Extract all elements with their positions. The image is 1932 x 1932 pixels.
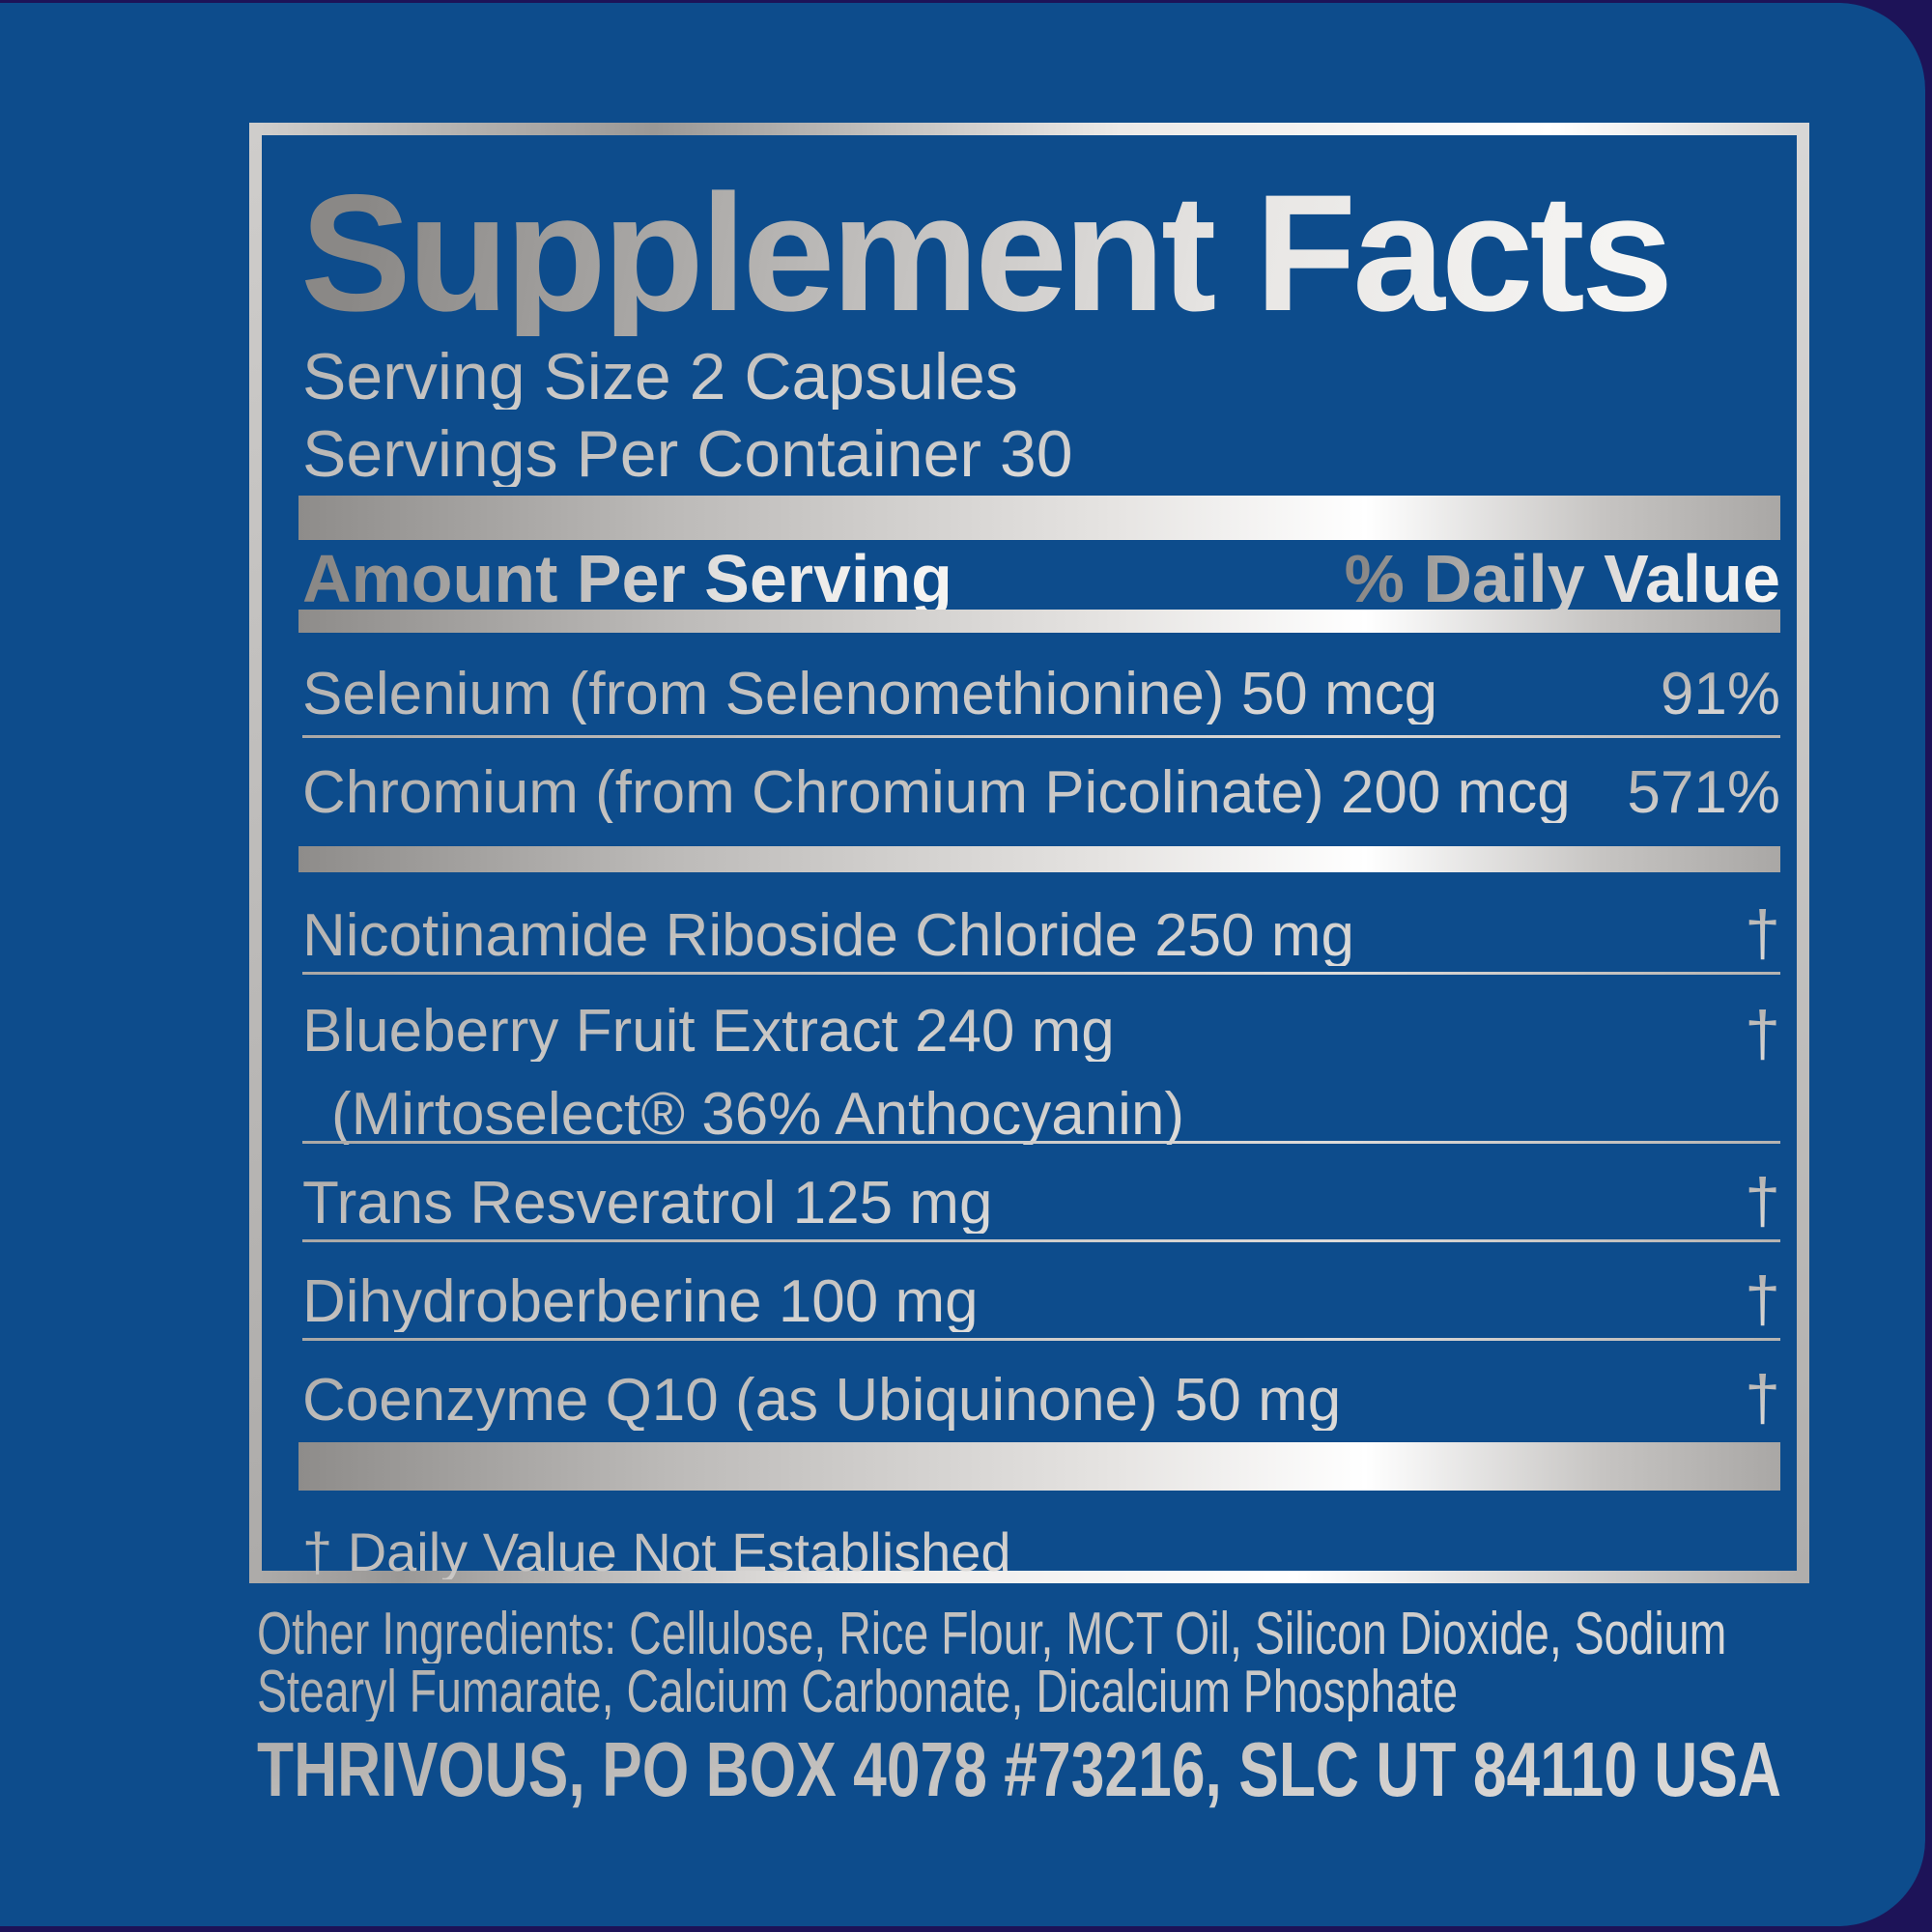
ingredient-name-line2: (Mirtoselect® 36% Anthocyanin) <box>302 1085 1184 1145</box>
ingredient-row-dihydroberberine: Dihydroberberine 100 mg † <box>302 1267 1780 1332</box>
other-ingredients: Other Ingredients: Cellulose, Rice Flour… <box>257 1601 1727 1722</box>
row-separator <box>302 1141 1780 1144</box>
ingredient-name: Coenzyme Q10 (as Ubiquinone) 50 mg <box>302 1367 1342 1434</box>
supplement-facts-box: Supplement Facts Serving Size 2 Capsules… <box>249 123 1809 1583</box>
ingredient-row-resveratrol: Trans Resveratrol 125 mg † <box>302 1169 1780 1234</box>
ingredient-name: Dihydroberberine 100 mg <box>302 1268 979 1335</box>
ingredient-name: Trans Resveratrol 125 mg <box>302 1170 993 1236</box>
divider-bar-top <box>298 496 1780 540</box>
dagger-symbol: † <box>1745 1264 1780 1335</box>
ingredient-row-selenium: Selenium (from Selenomethionine) 50 mcg … <box>302 665 1780 724</box>
divider-bar-middle <box>298 846 1780 872</box>
ingredient-row-blueberry: Blueberry Fruit Extract 240 mg (Mirtosel… <box>302 1002 1780 1145</box>
other-ingredients-line2: Stearyl Fumarate, Calcium Carbonate, Dic… <box>257 1662 1726 1722</box>
divider-bar-header <box>298 610 1780 633</box>
daily-value-percent: 571% <box>1627 759 1780 826</box>
dagger-symbol: † <box>1745 998 1780 1069</box>
ingredient-name: Blueberry Fruit Extract 240 mg <box>302 1002 1184 1062</box>
dagger-symbol: † <box>1745 1165 1780 1236</box>
ingredient-name-block: Blueberry Fruit Extract 240 mg (Mirtosel… <box>302 1002 1184 1145</box>
facts-title: Supplement Facts <box>300 160 1673 346</box>
ingredient-name: Nicotinamide Riboside Chloride 250 mg <box>302 902 1354 969</box>
ingredient-name: Chromium (from Chromium Picolinate) 200 … <box>302 759 1571 826</box>
daily-value-percent: 91% <box>1660 661 1780 727</box>
serving-size: Serving Size 2 Capsules <box>302 340 1018 413</box>
other-ingredients-line1: Other Ingredients: Cellulose, Rice Flour… <box>257 1601 1727 1667</box>
ingredient-row-nicotinamide: Nicotinamide Riboside Chloride 250 mg † <box>302 901 1780 966</box>
ingredient-row-chromium: Chromium (from Chromium Picolinate) 200 … <box>302 763 1780 823</box>
column-header-row: Amount Per Serving % Daily Value <box>302 545 1780 612</box>
dagger-symbol: † <box>1745 1362 1780 1434</box>
daily-value-header: % Daily Value <box>1344 541 1780 616</box>
manufacturer-address: THRIVOUS, PO BOX 4078 #73216, SLC UT 841… <box>257 1726 1782 1812</box>
row-separator <box>302 1338 1780 1341</box>
ingredient-row-coq10: Coenzyme Q10 (as Ubiquinone) 50 mg † <box>302 1366 1780 1431</box>
row-separator <box>302 972 1780 975</box>
ingredient-name: Selenium (from Selenomethionine) 50 mcg <box>302 661 1438 727</box>
row-separator <box>302 735 1780 738</box>
row-separator <box>302 1239 1780 1242</box>
divider-bar-bottom <box>298 1442 1780 1491</box>
dagger-symbol: † <box>1745 897 1780 969</box>
servings-per-container: Servings Per Container 30 <box>302 417 1073 491</box>
amount-per-serving-header: Amount Per Serving <box>302 541 952 616</box>
daily-value-footnote: † Daily Value Not Established <box>302 1521 1011 1582</box>
